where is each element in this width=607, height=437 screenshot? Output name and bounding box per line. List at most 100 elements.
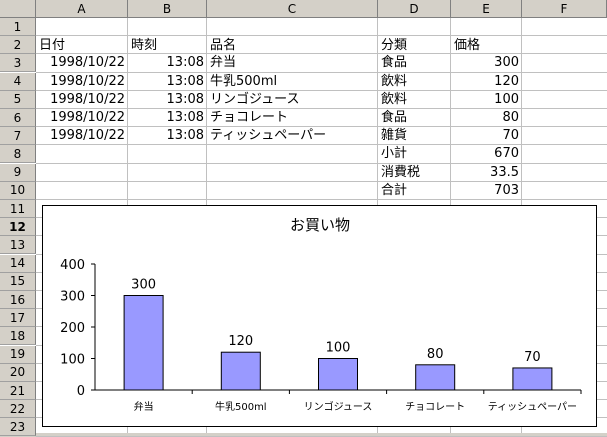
gridline-horizontal [36, 108, 607, 109]
header-date[interactable]: 日付 [39, 38, 66, 53]
row-header-2[interactable]: 2 [0, 36, 36, 55]
gridline-horizontal [36, 144, 607, 146]
column-header-c[interactable]: C [207, 0, 378, 18]
column-header-b[interactable]: B [128, 0, 207, 18]
bar-2 [220, 351, 261, 391]
row-header-1[interactable]: 1 [0, 18, 36, 36]
header-category[interactable]: 分類 [381, 38, 408, 53]
row-header-15[interactable]: 15 [0, 272, 36, 291]
data-label: 120 [228, 334, 253, 349]
data-label: 80 [427, 347, 444, 362]
header-price[interactable]: 価格 [454, 38, 481, 53]
bar-5 [512, 367, 553, 391]
gridline-horizontal [36, 35, 607, 37]
column-header-e[interactable]: E [451, 0, 522, 18]
y-tick-label: 100 [60, 353, 85, 368]
cell-category[interactable]: 雑貨 [381, 128, 408, 144]
gridline-horizontal [36, 126, 607, 128]
gridline-horizontal [36, 199, 607, 200]
select-all-corner[interactable] [0, 0, 36, 18]
column-header-f[interactable]: F [522, 0, 607, 18]
row-header-14[interactable]: 14 [0, 254, 36, 273]
row-header-3[interactable]: 3 [0, 54, 36, 73]
row-header-17[interactable]: 17 [0, 309, 36, 328]
row-header-13[interactable]: 13 [0, 236, 36, 255]
row-header-16[interactable]: 16 [0, 291, 36, 309]
cell-date[interactable]: 1998/10/22 [50, 73, 125, 89]
cell-category[interactable]: 食品 [381, 55, 408, 71]
chart-canvas: お買い物 0 100 200 300 400 300 弁当 120 牛乳500ml 100 リンゴジュ… [60, 216, 582, 413]
row-header-10[interactable]: 10 [0, 181, 36, 200]
row-header-22[interactable]: 22 [0, 400, 36, 419]
cell-price[interactable]: 300 [494, 55, 519, 71]
row-header-8[interactable]: 8 [0, 145, 36, 164]
cell-time[interactable]: 13:08 [166, 73, 204, 89]
header-item[interactable]: 品名 [210, 38, 237, 53]
row-header-21[interactable]: 21 [0, 382, 36, 400]
y-tick-label: 400 [60, 258, 85, 273]
row-header-12[interactable]: 12 [0, 218, 36, 237]
cell-summary-value[interactable]: 33.5 [490, 164, 519, 180]
cell-date[interactable]: 1998/10/22 [50, 110, 125, 125]
column-header-a[interactable]: A [36, 0, 128, 18]
cell-category[interactable]: 飲料 [381, 91, 408, 107]
gridline-horizontal [36, 180, 607, 182]
gridline-horizontal [36, 71, 607, 73]
cell-category[interactable]: 飲料 [381, 73, 408, 89]
cell-time[interactable]: 13:08 [166, 128, 204, 144]
y-tick-label: 300 [60, 290, 85, 305]
cell-item[interactable]: 弁当 [210, 55, 237, 71]
gridline-horizontal [36, 162, 607, 164]
header-time[interactable]: 時刻 [131, 38, 158, 53]
row-header-7[interactable]: 7 [0, 127, 36, 146]
x-tick-label: リンゴジュース [304, 400, 373, 413]
chart-title: お買い物 [290, 216, 350, 234]
data-label: 100 [326, 341, 351, 356]
row-header-11[interactable]: 11 [0, 200, 36, 218]
row-header-18[interactable]: 18 [0, 327, 36, 346]
row-header-20[interactable]: 20 [0, 363, 36, 382]
x-tick-label: 弁当 [134, 400, 154, 413]
cell-summary-label[interactable]: 小計 [381, 146, 408, 162]
row-header-4[interactable]: 4 [0, 72, 36, 91]
y-tick-label: 0 [77, 384, 85, 399]
row-header-5[interactable]: 5 [0, 90, 36, 109]
gridline-horizontal [36, 53, 607, 55]
embedded-bar-chart[interactable]: お買い物 0 100 200 300 400 300 弁当 120 牛乳500ml 100 リンゴジュ… [42, 205, 597, 427]
cell-price[interactable]: 80 [502, 110, 519, 125]
cell-time[interactable]: 13:08 [166, 110, 204, 125]
cell-time[interactable]: 13:08 [166, 91, 204, 107]
cell-item[interactable]: リンゴジュース [210, 91, 300, 107]
data-label: 70 [524, 350, 541, 365]
cell-summary-label[interactable]: 消費税 [381, 164, 421, 180]
cell-price[interactable]: 70 [502, 128, 519, 144]
cell-time[interactable]: 13:08 [166, 55, 204, 71]
row-header-9[interactable]: 9 [0, 163, 36, 182]
x-tick-label: チョコレート [405, 401, 465, 413]
cell-summary-value[interactable]: 670 [494, 146, 519, 162]
cell-item[interactable]: ティッシュペーパー [210, 128, 327, 144]
cell-category[interactable]: 食品 [381, 110, 408, 125]
gridline-horizontal [36, 89, 607, 91]
cell-summary-value[interactable]: 703 [494, 182, 519, 198]
x-tick-label: 牛乳500ml [215, 400, 267, 413]
row-header-19[interactable]: 19 [0, 345, 36, 364]
data-label: 300 [131, 278, 156, 293]
cell-item[interactable]: 牛乳500ml [210, 73, 278, 89]
column-header-d[interactable]: D [378, 0, 451, 18]
bar-1 [123, 295, 164, 391]
cell-date[interactable]: 1998/10/22 [50, 55, 125, 71]
cell-item[interactable]: チョコレート [210, 110, 289, 125]
gridline-horizontal [36, 435, 607, 437]
x-tick-label: ティッシュペーパー [488, 401, 577, 413]
cell-price[interactable]: 100 [494, 91, 519, 107]
y-tick-label: 200 [60, 321, 85, 336]
bar-3 [318, 358, 358, 391]
row-header-6[interactable]: 6 [0, 109, 36, 127]
cell-date[interactable]: 1998/10/22 [50, 128, 125, 144]
row-header-23[interactable]: 23 [0, 418, 36, 437]
cell-price[interactable]: 120 [494, 73, 519, 89]
cell-date[interactable]: 1998/10/22 [50, 91, 125, 107]
cell-summary-label[interactable]: 合計 [381, 182, 408, 198]
